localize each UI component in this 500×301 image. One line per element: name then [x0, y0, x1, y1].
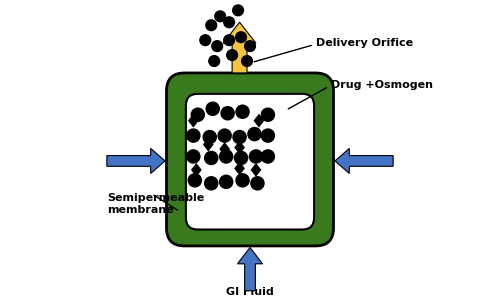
Polygon shape [234, 161, 245, 175]
Circle shape [221, 107, 234, 120]
Polygon shape [238, 247, 262, 291]
Circle shape [204, 151, 218, 165]
Text: Delivery Orifice: Delivery Orifice [316, 38, 412, 48]
Circle shape [236, 174, 249, 187]
Circle shape [220, 175, 232, 188]
Polygon shape [234, 141, 245, 154]
Polygon shape [254, 114, 264, 128]
Circle shape [224, 35, 234, 45]
Circle shape [215, 11, 226, 22]
Polygon shape [188, 114, 198, 128]
Circle shape [262, 150, 274, 163]
Circle shape [218, 129, 231, 142]
Circle shape [262, 108, 274, 121]
Circle shape [262, 129, 274, 142]
Circle shape [242, 56, 252, 67]
Circle shape [232, 5, 243, 16]
Polygon shape [223, 22, 256, 73]
FancyBboxPatch shape [166, 73, 334, 246]
Circle shape [212, 41, 222, 51]
Circle shape [251, 177, 264, 190]
Circle shape [192, 108, 204, 121]
Polygon shape [107, 148, 165, 173]
Circle shape [226, 50, 237, 61]
Circle shape [236, 105, 249, 118]
Polygon shape [250, 163, 262, 177]
Circle shape [206, 20, 216, 31]
Circle shape [200, 35, 210, 45]
Circle shape [206, 102, 220, 115]
Circle shape [203, 131, 216, 144]
Circle shape [236, 32, 246, 42]
Circle shape [187, 150, 200, 163]
Polygon shape [220, 142, 230, 156]
Text: Semipermeable
membrane: Semipermeable membrane [107, 193, 204, 215]
Circle shape [233, 131, 246, 144]
Circle shape [209, 56, 220, 67]
Circle shape [220, 150, 232, 163]
Circle shape [204, 177, 218, 190]
Circle shape [188, 174, 202, 187]
Circle shape [248, 128, 261, 141]
Circle shape [224, 17, 234, 28]
Circle shape [244, 41, 256, 51]
Circle shape [250, 150, 262, 163]
Polygon shape [191, 163, 202, 177]
Circle shape [187, 129, 200, 142]
Text: GI Fluid: GI Fluid [226, 287, 274, 296]
Circle shape [234, 151, 248, 165]
Polygon shape [335, 148, 393, 173]
Polygon shape [203, 138, 213, 151]
FancyBboxPatch shape [186, 94, 314, 230]
Text: Drug +Osmogen: Drug +Osmogen [330, 80, 432, 90]
